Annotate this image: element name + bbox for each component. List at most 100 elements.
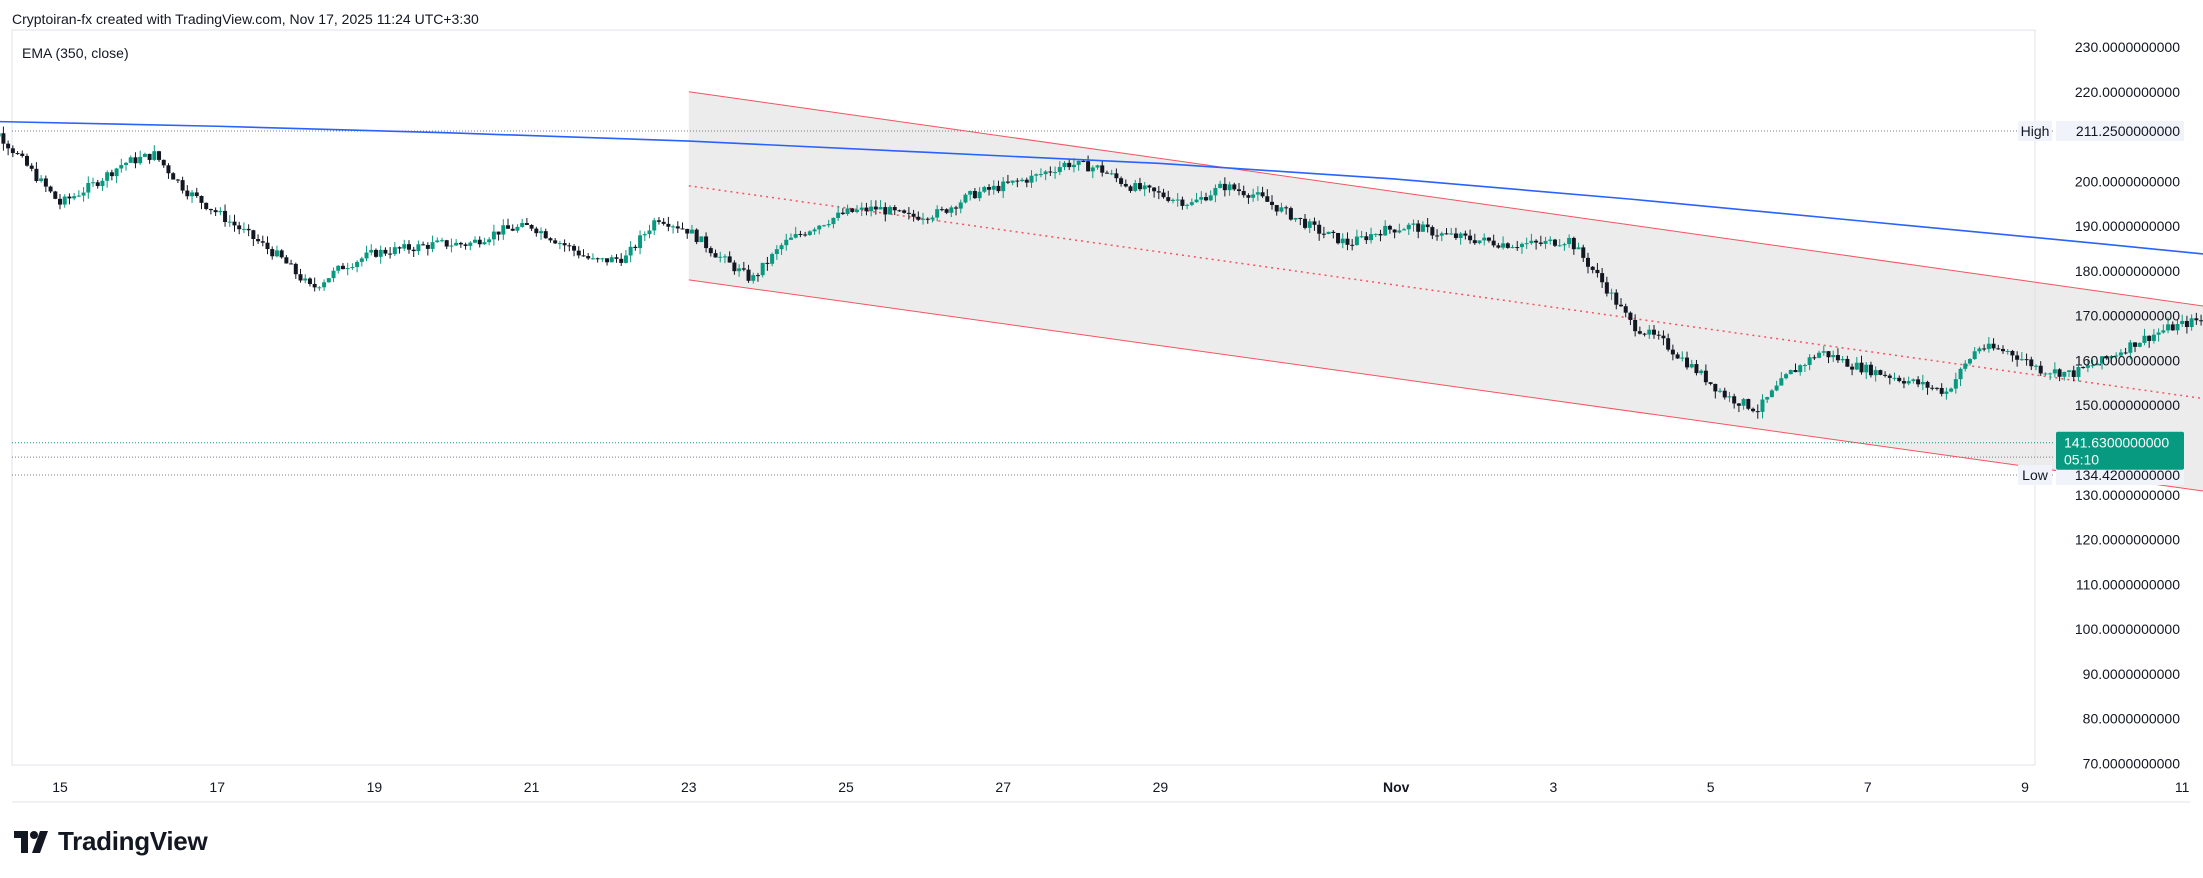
candle-down xyxy=(1024,179,1029,183)
candle-up xyxy=(779,245,784,250)
candle-down xyxy=(147,153,152,160)
regression-channel[interactable] xyxy=(688,91,2203,598)
candle-down xyxy=(48,186,53,192)
candle-down xyxy=(1793,370,1798,373)
candle-down xyxy=(1991,343,1996,349)
candle-down xyxy=(1534,240,1539,243)
candle-up xyxy=(2175,324,2180,331)
candle-up xyxy=(888,207,893,215)
candle-down xyxy=(1675,354,1680,359)
channel-upper-line[interactable] xyxy=(688,91,2203,414)
candle-up xyxy=(2067,370,2072,372)
candle-up xyxy=(1562,244,1567,246)
candle-up xyxy=(718,256,723,258)
candle-down xyxy=(496,231,501,235)
candle-down xyxy=(2010,350,2015,356)
candle-up xyxy=(449,245,454,247)
candle-up xyxy=(1029,175,1034,183)
candle-down xyxy=(1119,178,1124,184)
candle-down xyxy=(1581,247,1586,258)
candle-down xyxy=(524,223,529,225)
candle-down xyxy=(1732,396,1737,404)
tradingview-logo[interactable]: TradingView xyxy=(14,826,208,857)
candle-up xyxy=(855,209,860,212)
y-tick-label: 90.0000000000 xyxy=(2083,666,2181,682)
candle-up xyxy=(1779,378,1784,386)
candle-down xyxy=(157,151,162,160)
candle-down xyxy=(1425,224,1430,228)
candle-down xyxy=(180,180,185,191)
candle-down xyxy=(1897,377,1902,382)
candle-up xyxy=(1986,343,1991,349)
candle-up xyxy=(2076,367,2081,377)
candle-down xyxy=(543,231,548,239)
candle-up xyxy=(364,252,369,259)
candle-up xyxy=(836,212,841,218)
candle-up xyxy=(1307,221,1312,228)
candle-down xyxy=(1298,217,1303,219)
channel-lower-line[interactable] xyxy=(688,279,2203,598)
candle-up xyxy=(227,221,232,223)
candle-down xyxy=(576,250,581,256)
y-tick-label: 100.0000000000 xyxy=(2075,621,2180,637)
candle-up xyxy=(968,191,973,195)
candle-up xyxy=(138,156,143,164)
candle-down xyxy=(1713,383,1718,392)
candle-up xyxy=(991,185,996,190)
tradingview-logo-icon xyxy=(14,830,48,853)
candle-up xyxy=(1963,363,1968,369)
candle-up xyxy=(760,262,765,276)
candle-down xyxy=(1468,235,1473,241)
candle-up xyxy=(402,244,407,249)
candle-down xyxy=(1670,349,1675,355)
x-tick-label: 29 xyxy=(1153,779,1169,795)
candle-up xyxy=(1208,195,1213,201)
candle-down xyxy=(680,228,685,230)
candle-up xyxy=(590,258,595,260)
candle-up xyxy=(114,168,119,177)
candle-down xyxy=(1265,196,1270,202)
candle-up xyxy=(638,235,643,249)
candle-up xyxy=(1510,247,1515,249)
candle-up xyxy=(487,239,492,243)
candle-down xyxy=(2057,369,2062,377)
candle-down xyxy=(1633,319,1638,332)
candle-down xyxy=(1444,233,1449,235)
candle-up xyxy=(1109,173,1114,175)
candle-down xyxy=(1585,257,1590,267)
candle-down xyxy=(1826,351,1831,358)
candle-up xyxy=(2048,373,2053,375)
low-label: Low xyxy=(2022,467,2049,483)
candle-down xyxy=(1746,399,1751,409)
candle-up xyxy=(416,244,421,252)
candle-down xyxy=(1496,245,1501,248)
candle-down xyxy=(1491,240,1496,246)
candle-down xyxy=(1859,362,1864,373)
ema-series[interactable] xyxy=(0,120,2203,316)
candle-down xyxy=(1392,229,1397,233)
candle-up xyxy=(2052,369,2057,374)
candle-up xyxy=(1038,174,1043,176)
candle-down xyxy=(666,223,671,227)
candle-down xyxy=(685,228,690,234)
x-tick-label: 9 xyxy=(2021,779,2029,795)
candle-up xyxy=(1788,370,1793,375)
candle-up xyxy=(1057,167,1062,173)
candle-down xyxy=(1015,180,1020,182)
candle-down xyxy=(1604,282,1609,294)
indicator-legend[interactable]: EMA (350, close) xyxy=(22,45,129,61)
candle-up xyxy=(845,208,850,215)
tradingview-logo-text: TradingView xyxy=(58,826,208,856)
candle-down xyxy=(840,212,845,215)
candle-up xyxy=(435,240,440,243)
candle-up xyxy=(1774,385,1779,391)
candle-down xyxy=(873,206,878,210)
candle-up xyxy=(2085,365,2090,368)
candle-down xyxy=(10,148,15,154)
ema-line[interactable] xyxy=(0,120,2203,316)
candle-up xyxy=(930,217,935,220)
last-price-badge[interactable] xyxy=(2056,431,2184,470)
candle-down xyxy=(20,153,25,156)
candle-up xyxy=(86,182,91,193)
